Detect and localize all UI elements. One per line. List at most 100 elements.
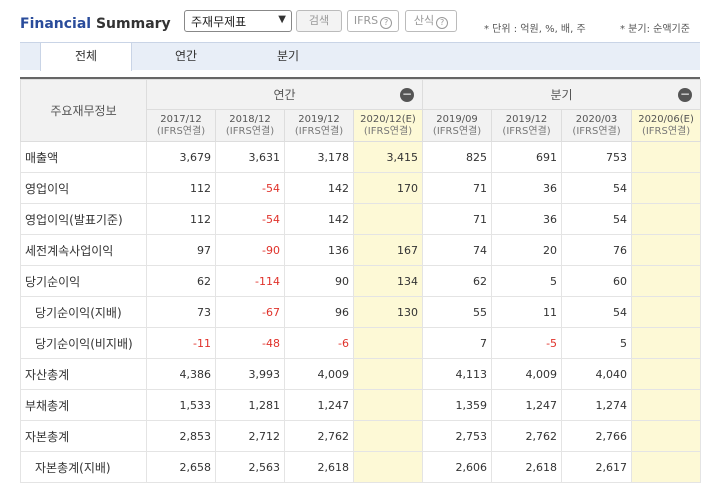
- table-cell: [631, 265, 702, 297]
- table-cell: 1,247: [491, 389, 563, 421]
- table-cell: -11: [146, 327, 216, 359]
- question-icon: ?: [380, 17, 393, 29]
- table-cell: 3,415: [352, 141, 424, 173]
- table-cell: 112: [146, 172, 216, 204]
- table-cell: 71: [422, 203, 493, 235]
- table-cell: 142: [284, 203, 354, 235]
- column-basis: (IFRS연결): [294, 125, 344, 137]
- table-cell: 55: [422, 296, 493, 328]
- tab-quarter[interactable]: 분기: [276, 49, 300, 63]
- tab-annual[interactable]: 연간: [174, 49, 198, 63]
- table-cell: [352, 389, 424, 421]
- table-cell: 62: [422, 265, 493, 297]
- table-row: 자산총계 4,386 3,993 4,009 4,113 4,009 4,040: [20, 358, 702, 390]
- table-cell: 2,853: [146, 420, 216, 452]
- table-cell: 97: [146, 234, 216, 266]
- table-row: 부채총계 1,533 1,281 1,247 1,359 1,247 1,274: [20, 389, 702, 421]
- formula-help-button[interactable]: 산식?: [405, 10, 457, 32]
- table-cell: 112: [146, 203, 216, 235]
- table-cell: 1,359: [422, 389, 493, 421]
- table-row: 영업이익(발표기준) 112 -54 142 71 36 54: [20, 203, 702, 235]
- table-cell: 20: [491, 234, 563, 266]
- search-button[interactable]: 검색: [296, 10, 342, 32]
- table-cell: [631, 234, 702, 266]
- ifrs-help-button[interactable]: IFRS?: [347, 10, 399, 32]
- collapse-annual-icon[interactable]: −: [400, 87, 415, 102]
- column-period: 2019/12: [298, 113, 340, 125]
- table-row: 자본총계(지배) 2,658 2,563 2,618 2,606 2,618 2,617: [20, 451, 702, 483]
- table-cell: [352, 358, 424, 390]
- column-header: 2020/06(E) (IFRS연결): [631, 109, 702, 142]
- table-cell: [631, 389, 702, 421]
- statement-type-select[interactable]: 주재무제표 ▼: [184, 10, 292, 32]
- column-period: 2020/06(E): [638, 113, 694, 125]
- column-basis: (IFRS연결): [225, 125, 275, 137]
- table-cell: 4,386: [146, 358, 216, 390]
- table-cell: 2,606: [422, 451, 493, 483]
- row-label: 매출액: [20, 141, 147, 173]
- column-period: 2020/12(E): [360, 113, 416, 125]
- table-cell: 753: [561, 141, 633, 173]
- column-header: 2018/12 (IFRS연결): [215, 109, 285, 142]
- table-cell: 74: [422, 234, 493, 266]
- row-label: 영업이익(발표기준): [20, 203, 147, 235]
- table-row: 세전계속사업이익 97 -90 136 167 74 20 76: [20, 234, 702, 266]
- table-cell: 54: [561, 172, 633, 204]
- table-cell: 1,281: [215, 389, 285, 421]
- select-value: 주재무제표: [191, 15, 247, 29]
- table-row: 당기순이익 62 -114 90 134 62 5 60: [20, 265, 702, 297]
- column-basis: (IFRS연결): [641, 125, 691, 137]
- column-period: 2019/12: [505, 113, 548, 125]
- table-row: 영업이익 112 -54 142 170 71 36 54: [20, 172, 702, 204]
- chevron-down-icon: ▼: [278, 14, 286, 25]
- table-cell: 5: [491, 265, 563, 297]
- row-label: 부채총계: [20, 389, 147, 421]
- table-cell: [631, 296, 702, 328]
- collapse-quarter-icon[interactable]: −: [678, 87, 693, 102]
- column-period: 2018/12: [229, 113, 271, 125]
- table-cell: 4,009: [491, 358, 563, 390]
- table-cell: 1,274: [561, 389, 633, 421]
- column-header: 2017/12 (IFRS연결): [146, 109, 216, 142]
- table-cell: 7: [422, 327, 493, 359]
- table-cell: [631, 451, 702, 483]
- column-header: 2020/03 (IFRS연결): [561, 109, 633, 142]
- column-header: 2019/12 (IFRS연결): [284, 109, 354, 142]
- table-cell: 62: [146, 265, 216, 297]
- table-cell: -48: [215, 327, 285, 359]
- unit-note: * 단위 : 억원, %, 배, 주: [484, 24, 586, 35]
- column-period: 2020/03: [575, 113, 618, 125]
- table-cell: 2,618: [284, 451, 354, 483]
- column-basis: (IFRS연결): [363, 125, 413, 137]
- tab-all[interactable]: 전체: [40, 43, 132, 71]
- row-label: 세전계속사업이익: [20, 234, 147, 266]
- table-cell: 2,563: [215, 451, 285, 483]
- table-cell: 4,009: [284, 358, 354, 390]
- table-cell: 2,766: [561, 420, 633, 452]
- column-basis: (IFRS연결): [572, 125, 621, 137]
- column-header: 2019/09 (IFRS연결): [422, 109, 493, 142]
- table-cell: 130: [352, 296, 424, 328]
- toolbar: Financial Summary 주재무제표 ▼ 검색 IFRS? 산식? *…: [0, 0, 712, 42]
- table-cell: [631, 141, 702, 173]
- row-label: 당기순이익: [20, 265, 147, 297]
- corner-header: 주요재무정보: [20, 79, 147, 142]
- quarter-note: * 분기: 순액기준: [620, 24, 690, 35]
- table-cell: 136: [284, 234, 354, 266]
- table-cell: 2,658: [146, 451, 216, 483]
- table-cell: 691: [491, 141, 563, 173]
- title-brand: Financial: [20, 16, 92, 32]
- column-header: 2020/12(E) (IFRS연결): [352, 109, 424, 142]
- table-cell: 2,762: [284, 420, 354, 452]
- row-label: 영업이익: [20, 172, 147, 204]
- table-cell: [631, 358, 702, 390]
- table-cell: 2,712: [215, 420, 285, 452]
- formula-label: 산식: [413, 14, 435, 27]
- annual-group-label: 연간: [273, 88, 296, 102]
- question-icon: ?: [436, 17, 449, 29]
- table-cell: 825: [422, 141, 493, 173]
- table-cell: 142: [284, 172, 354, 204]
- annual-group-header: 연간 −: [145, 79, 424, 110]
- period-tabs: 전체 연간 분기: [20, 42, 700, 71]
- table-cell: 54: [561, 296, 633, 328]
